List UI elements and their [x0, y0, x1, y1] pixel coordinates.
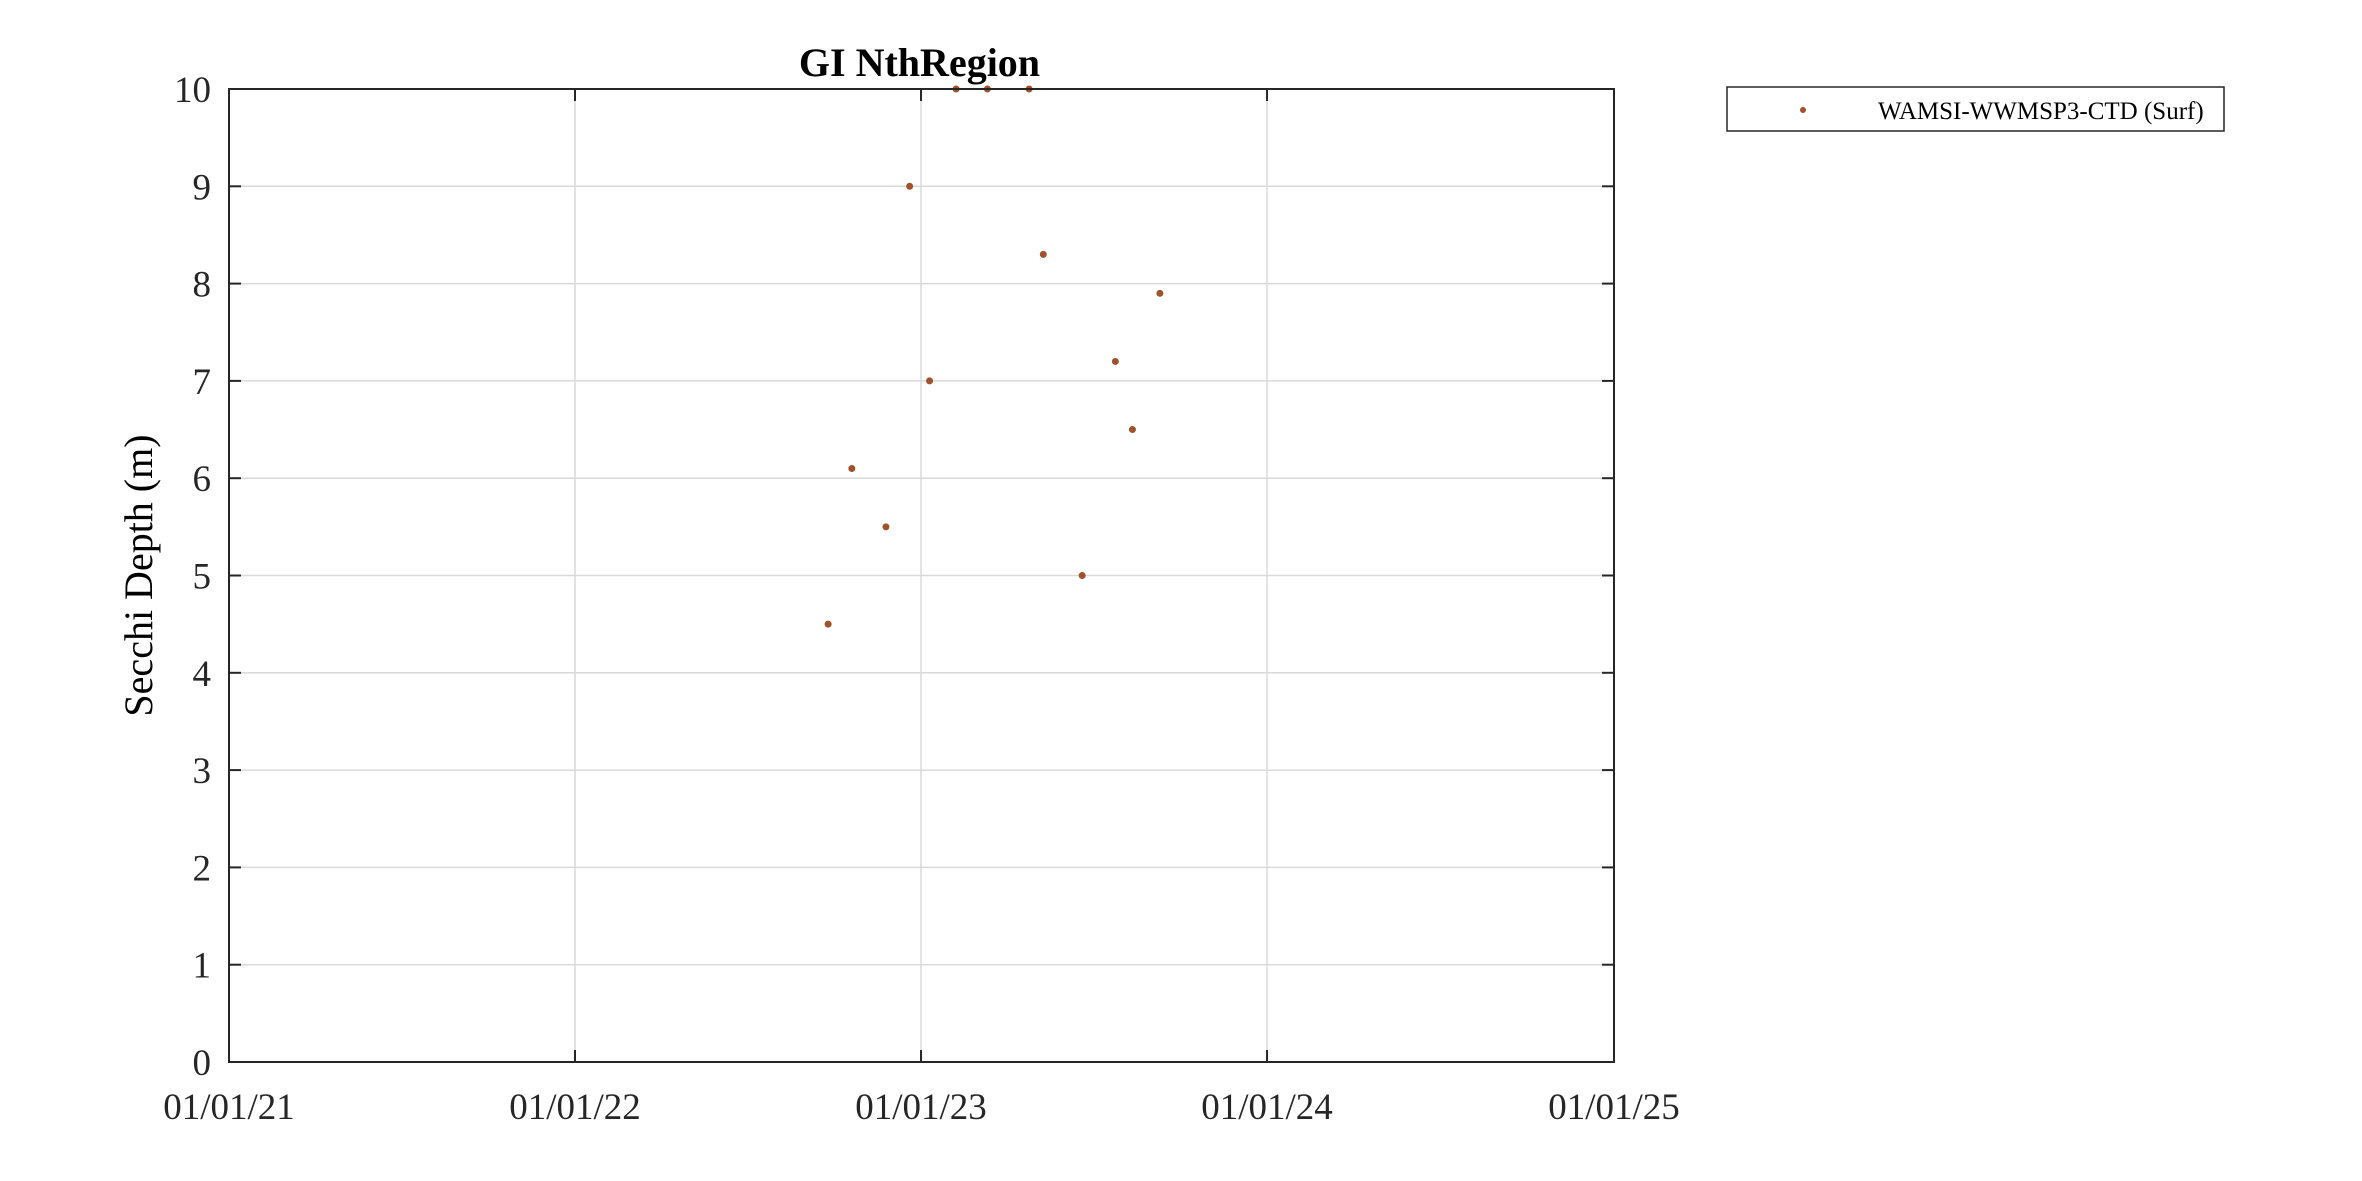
y-tick-label: 7 [193, 362, 212, 403]
data-point [1111, 357, 1119, 365]
data-point [824, 620, 832, 628]
x-tick-label: 01/01/21 [163, 1087, 295, 1128]
y-tick-labels: 0 1 2 3 4 5 6 7 8 9 10 [174, 70, 211, 1084]
legend-marker [1800, 107, 1806, 113]
y-tick-label: 4 [193, 654, 212, 695]
legend-box [1726, 86, 2225, 132]
x-tick-label: 01/01/25 [1548, 1087, 1680, 1128]
data-point [926, 377, 934, 385]
y-tick-label: 0 [193, 1043, 212, 1084]
legend-label: WAMSI-WWMSP3-CTD (Surf) [1878, 98, 2204, 125]
data-point [906, 182, 914, 190]
y-tick-label: 8 [193, 265, 212, 306]
x-tick-label: 01/01/22 [509, 1087, 641, 1128]
y-tick-label: 9 [193, 167, 212, 208]
x-tick-labels: 01/01/21 01/01/22 01/01/23 01/01/24 01/01/25 [163, 1087, 1680, 1128]
legend: WAMSI-WWMSP3-CTD (Surf) [1726, 86, 2225, 132]
data-point [848, 464, 856, 472]
y-tick-label: 5 [193, 557, 212, 598]
chart-title: GI NthRegion [799, 40, 1040, 85]
data-point [1039, 250, 1047, 258]
axis-ticks [228, 88, 1615, 1063]
x-tick-label: 01/01/23 [855, 1087, 987, 1128]
y-tick-label: 6 [193, 459, 212, 500]
y-tick-label: 1 [193, 946, 212, 987]
y-tick-label: 2 [193, 848, 212, 889]
x-tick-label: 01/01/24 [1201, 1087, 1333, 1128]
y-axis-label: Secchi Depth (m) [116, 434, 161, 716]
y-tick-label: 10 [174, 70, 211, 111]
data-point [1156, 289, 1164, 297]
data-point [1128, 426, 1136, 434]
data-point [882, 523, 890, 531]
y-tick-label: 3 [193, 751, 212, 792]
data-point [1078, 572, 1086, 579]
